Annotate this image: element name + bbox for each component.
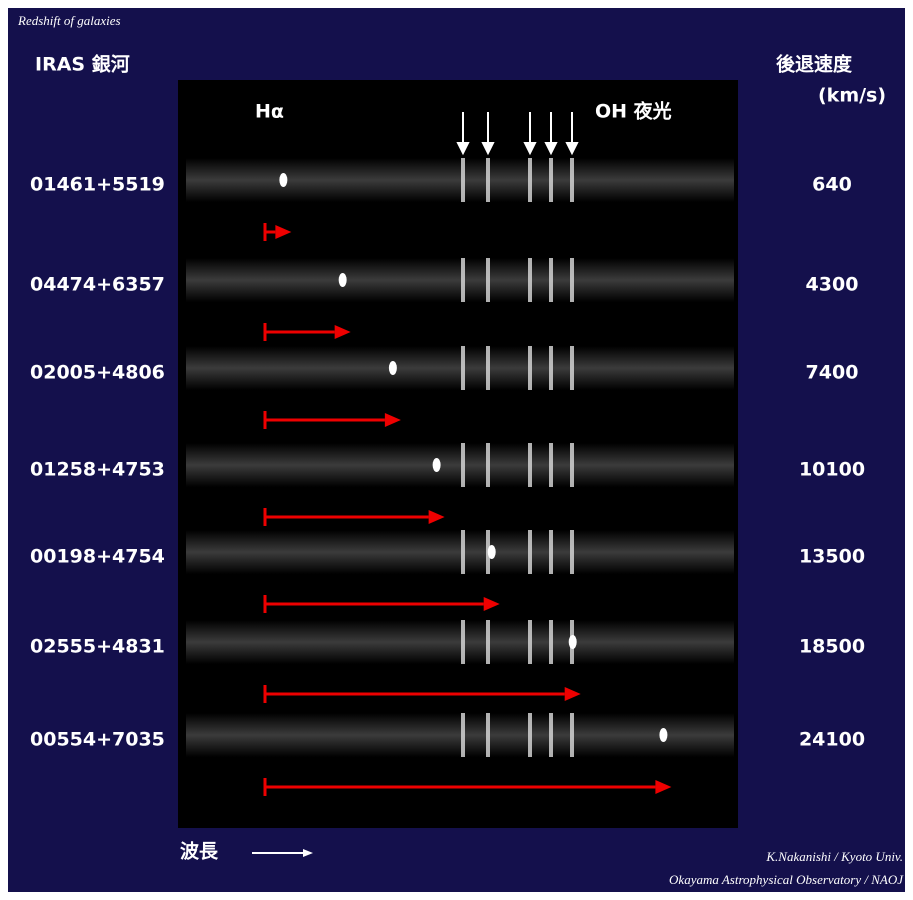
sky-line: [486, 443, 490, 487]
sky-line: [570, 258, 574, 302]
halpha-emission: [569, 635, 577, 649]
wavelength-label: 波長: [180, 840, 219, 863]
halpha-emission: [488, 545, 496, 559]
credit: Okayama Astrophysical Observatory / NAOJ: [669, 872, 904, 887]
halpha-emission: [433, 458, 441, 472]
galaxy-name: 00198+4754: [30, 546, 165, 568]
velocity: 24100: [799, 729, 865, 751]
sky-line: [528, 158, 532, 202]
sky-line: [461, 258, 465, 302]
credit: K.Nakanishi / Kyoto Univ.: [765, 849, 903, 864]
sky-line: [528, 346, 532, 390]
spectrum: [186, 443, 734, 487]
velocity: 4300: [806, 274, 859, 296]
title: Redshift of galaxies: [17, 13, 121, 28]
velocity: 10100: [799, 459, 865, 481]
halpha-emission: [389, 361, 397, 375]
right-unit: (km/s): [818, 85, 886, 107]
spectrum: [186, 158, 734, 202]
halpha-emission: [659, 728, 667, 742]
spectrum: [186, 620, 734, 664]
velocity: 7400: [806, 362, 859, 384]
sky-line: [570, 443, 574, 487]
sky-line: [461, 620, 465, 664]
sky-line: [549, 346, 553, 390]
spectrum: [186, 713, 734, 757]
sky-line: [486, 620, 490, 664]
sky-line: [570, 346, 574, 390]
sky-line: [486, 713, 490, 757]
velocity: 18500: [799, 636, 865, 658]
sky-line: [528, 713, 532, 757]
halpha-emission: [279, 173, 287, 187]
velocity: 640: [812, 174, 852, 196]
sky-line: [549, 158, 553, 202]
halpha-emission: [339, 273, 347, 287]
spectrum: [186, 258, 734, 302]
sky-line: [570, 713, 574, 757]
sky-line: [528, 530, 532, 574]
galaxy-name: 02005+4806: [30, 362, 165, 384]
spectrum: [186, 346, 734, 390]
galaxy-name: 02555+4831: [30, 636, 165, 658]
sky-line: [486, 346, 490, 390]
sky-line: [549, 620, 553, 664]
galaxy-name: 01461+5519: [30, 174, 165, 196]
sky-line: [570, 530, 574, 574]
sky-line: [570, 158, 574, 202]
sky-line: [461, 713, 465, 757]
sky-line: [549, 713, 553, 757]
galaxy-name: 04474+6357: [30, 274, 165, 296]
sky-line: [549, 530, 553, 574]
sky-line: [461, 443, 465, 487]
sky-line: [528, 443, 532, 487]
sky-line: [486, 258, 490, 302]
left-heading: IRAS 銀河: [35, 53, 130, 76]
sky-line: [549, 443, 553, 487]
halpha-label: Hα: [255, 101, 284, 123]
spectrum: [186, 530, 734, 574]
sky-line: [461, 530, 465, 574]
figure: Redshift of galaxies IRAS 銀河 後退速度 (km/s)…: [0, 0, 913, 900]
sky-line: [549, 258, 553, 302]
right-heading: 後退速度: [776, 53, 853, 76]
sky-line: [528, 620, 532, 664]
velocity: 13500: [799, 546, 865, 568]
sky-line: [528, 258, 532, 302]
galaxy-name: 00554+7035: [30, 729, 165, 751]
sky-line: [461, 158, 465, 202]
oh-label: OH 夜光: [595, 100, 672, 123]
sky-line: [486, 158, 490, 202]
galaxy-name: 01258+4753: [30, 459, 165, 481]
sky-line: [461, 346, 465, 390]
